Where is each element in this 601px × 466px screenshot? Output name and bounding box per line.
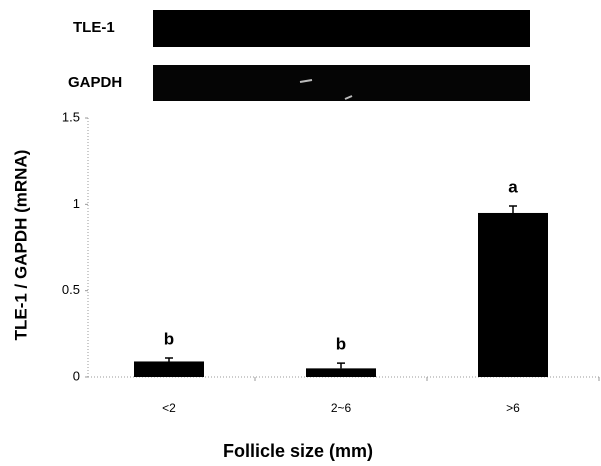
page: TLE-1 GAPDH Follicle size (mm) TLE-1 / G… [0,0,601,466]
bar [134,361,204,377]
gel-label: GAPDH [68,74,122,91]
significance-letter: b [336,335,346,354]
y-tick-label: 0.5 [62,282,80,297]
bar [478,213,548,377]
chart: TLE-1 GAPDH Follicle size (mm) TLE-1 / G… [0,0,601,466]
bar [306,368,376,377]
x-tick-label: <2 [162,401,176,415]
error-bar [165,358,173,361]
y-axis-label: TLE-1 / GAPDH (mRNA) [11,150,30,341]
x-axis-label: Follicle size (mm) [223,441,373,461]
x-tick-label: >6 [506,401,520,415]
significance-letter: a [508,178,518,197]
error-bar [337,363,345,368]
gel-band-gapdh [153,65,530,101]
x-tick-label: 2~6 [331,401,352,415]
gel-band-tle1 [153,10,530,47]
y-tick-label: 0 [73,368,80,383]
error-bar [509,206,517,213]
significance-letter: b [164,329,174,348]
y-tick-label: 1 [73,196,80,211]
y-tick-label: 1.5 [62,109,80,124]
gel-label: TLE-1 [73,19,115,36]
